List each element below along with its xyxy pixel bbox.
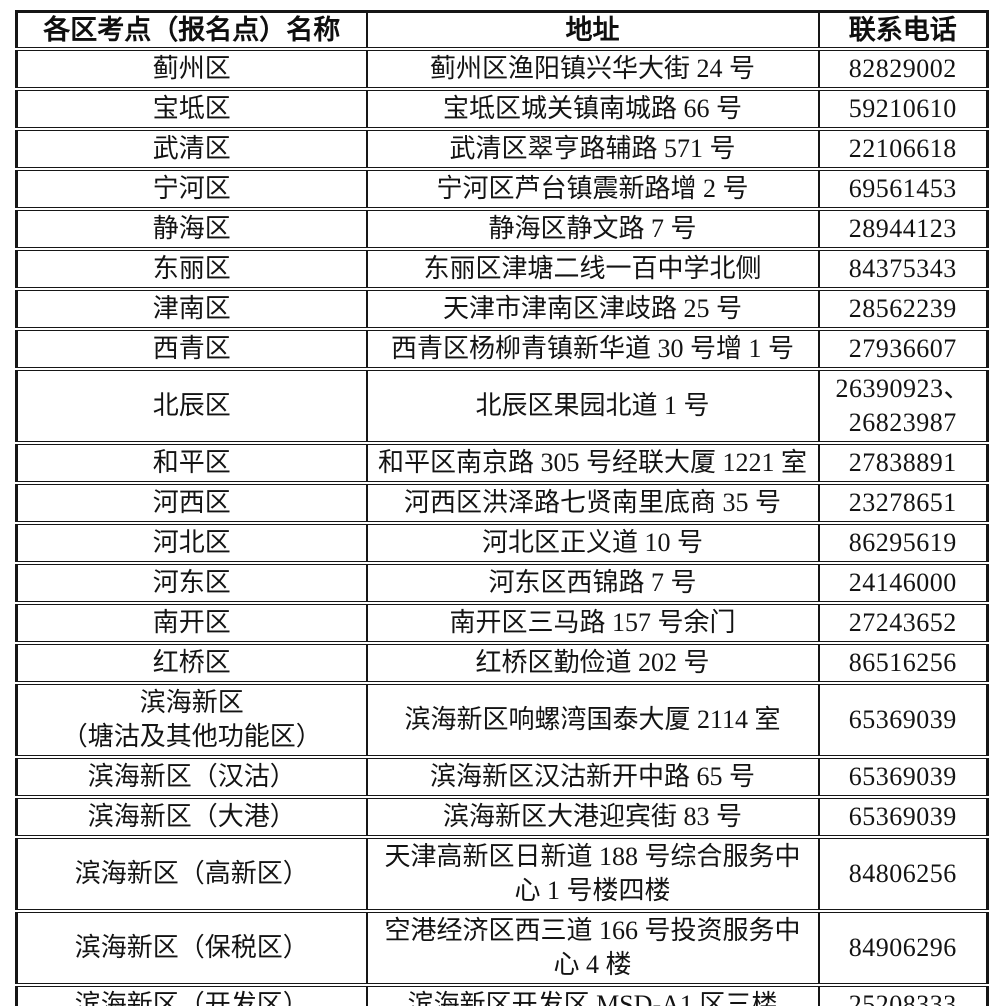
phone-cell: 59210610 (817, 89, 989, 131)
phone-cell: 22106618 (817, 129, 989, 171)
table-row: 南开区 南开区三马路 157 号余门 27243652 (15, 603, 989, 645)
address-cell: 滨海新区大港迎宾街 83 号 (365, 797, 820, 839)
district-cell: 西青区 (15, 329, 368, 371)
table-row: 西青区 西青区杨柳青镇新华道 30 号增 1 号 27936607 (15, 329, 989, 371)
district-cell: 宝坻区 (15, 89, 368, 131)
table-row: 滨海新区（大港） 滨海新区大港迎宾街 83 号 65369039 (15, 797, 989, 839)
table-row: 河西区 河西区洪泽路七贤南里底商 35 号 23278651 (15, 483, 989, 525)
table-row: 河东区 河东区西锦路 7 号 24146000 (15, 563, 989, 605)
address-cell: 河东区西锦路 7 号 (365, 563, 820, 605)
table-row: 津南区 天津市津南区津歧路 25 号 28562239 (15, 289, 989, 331)
district-cell: 滨海新区（开发区） (15, 985, 368, 1006)
header-address: 地址 (365, 11, 820, 51)
table-row: 滨海新区（开发区） 滨海新区开发区 MSD-A1 区三楼 25208333 (15, 985, 989, 1006)
phone-cell: 69561453 (817, 169, 989, 211)
phone-cell: 84806256 (817, 837, 989, 913)
table-row: 东丽区 东丽区津塘二线一百中学北侧 84375343 (15, 249, 989, 291)
district-cell: 宁河区 (15, 169, 368, 211)
address-cell: 和平区南京路 305 号经联大厦 1221 室 (365, 443, 820, 485)
phone-cell: 23278651 (817, 483, 989, 525)
district-cell: 南开区 (15, 603, 368, 645)
scanned-document-page: 各区考点（报名点）名称 地址 联系电话 蓟州区 蓟州区渔阳镇兴华大街 24 号 82… (0, 10, 1000, 1006)
address-cell: 宁河区芦台镇震新路增 2 号 (365, 169, 820, 211)
phone-cell: 27936607 (817, 329, 989, 371)
district-cell: 河北区 (15, 523, 368, 565)
district-cell: 河西区 (15, 483, 368, 525)
address-cell: 空港经济区西三道 166 号投资服务中 心 4 楼 (365, 911, 820, 987)
phone-cell: 26390923、 26823987 (817, 369, 989, 445)
table-row: 河北区 河北区正义道 10 号 86295619 (15, 523, 989, 565)
address-cell: 西青区杨柳青镇新华道 30 号增 1 号 (365, 329, 820, 371)
district-cell: 和平区 (15, 443, 368, 485)
phone-cell: 86516256 (817, 643, 989, 685)
district-cell: 滨海新区 （塘沽及其他功能区） (15, 683, 368, 759)
phone-cell: 65369039 (817, 757, 989, 799)
address-cell: 东丽区津塘二线一百中学北侧 (365, 249, 820, 291)
district-cell: 滨海新区（保税区） (15, 911, 368, 987)
address-cell: 河西区洪泽路七贤南里底商 35 号 (365, 483, 820, 525)
address-cell: 红桥区勤俭道 202 号 (365, 643, 820, 685)
table-row: 武清区 武清区翠亨路辅路 571 号 22106618 (15, 129, 989, 171)
table-row: 蓟州区 蓟州区渔阳镇兴华大街 24 号 82829002 (15, 49, 989, 91)
district-cell: 滨海新区（大港） (15, 797, 368, 839)
table-row: 红桥区 红桥区勤俭道 202 号 86516256 (15, 643, 989, 685)
phone-cell: 27838891 (817, 443, 989, 485)
district-cell: 滨海新区（汉沽） (15, 757, 368, 799)
phone-cell: 82829002 (817, 49, 989, 91)
district-cell: 津南区 (15, 289, 368, 331)
address-cell: 天津市津南区津歧路 25 号 (365, 289, 820, 331)
address-cell: 武清区翠亨路辅路 571 号 (365, 129, 820, 171)
address-cell: 静海区静文路 7 号 (365, 209, 820, 251)
address-cell: 天津高新区日新道 188 号综合服务中 心 1 号楼四楼 (365, 837, 820, 913)
table-row: 宝坻区 宝坻区城关镇南城路 66 号 59210610 (15, 89, 989, 131)
phone-cell: 86295619 (817, 523, 989, 565)
address-cell: 蓟州区渔阳镇兴华大街 24 号 (365, 49, 820, 91)
phone-cell: 25208333 (817, 985, 989, 1006)
address-cell: 河北区正义道 10 号 (365, 523, 820, 565)
phone-cell: 65369039 (817, 683, 989, 759)
phone-cell: 84375343 (817, 249, 989, 291)
table-row: 宁河区 宁河区芦台镇震新路增 2 号 69561453 (15, 169, 989, 211)
district-cell: 静海区 (15, 209, 368, 251)
address-cell: 宝坻区城关镇南城路 66 号 (365, 89, 820, 131)
table-row: 滨海新区（汉沽） 滨海新区汉沽新开中路 65 号 65369039 (15, 757, 989, 799)
phone-cell: 28944123 (817, 209, 989, 251)
district-cell: 北辰区 (15, 369, 368, 445)
header-district-name: 各区考点（报名点）名称 (15, 11, 368, 51)
table-row: 滨海新区（保税区） 空港经济区西三道 166 号投资服务中 心 4 楼 849062… (15, 911, 989, 987)
district-cell: 滨海新区（高新区） (15, 837, 368, 913)
address-cell: 北辰区果园北道 1 号 (365, 369, 820, 445)
district-cell: 武清区 (15, 129, 368, 171)
district-cell: 东丽区 (15, 249, 368, 291)
address-cell: 滨海新区汉沽新开中路 65 号 (365, 757, 820, 799)
table-row: 滨海新区（高新区） 天津高新区日新道 188 号综合服务中 心 1 号楼四楼 848… (15, 837, 989, 913)
district-cell: 蓟州区 (15, 49, 368, 91)
table-header-row: 各区考点（报名点）名称 地址 联系电话 (15, 11, 989, 51)
address-cell: 南开区三马路 157 号余门 (365, 603, 820, 645)
table-row: 北辰区 北辰区果园北道 1 号 26390923、 26823987 (15, 369, 989, 445)
table-body: 蓟州区 蓟州区渔阳镇兴华大街 24 号 82829002 宝坻区 宝坻区城关镇南城路 6… (15, 49, 989, 1006)
phone-cell: 84906296 (817, 911, 989, 987)
phone-cell: 65369039 (817, 797, 989, 839)
table-row: 静海区 静海区静文路 7 号 28944123 (15, 209, 989, 251)
phone-cell: 28562239 (817, 289, 989, 331)
exam-points-table: 各区考点（报名点）名称 地址 联系电话 蓟州区 蓟州区渔阳镇兴华大街 24 号 82… (15, 10, 989, 1006)
district-cell: 红桥区 (15, 643, 368, 685)
header-phone: 联系电话 (817, 11, 989, 51)
table-row: 滨海新区 （塘沽及其他功能区） 滨海新区响螺湾国泰大厦 2114 室 6536903… (15, 683, 989, 759)
district-cell: 河东区 (15, 563, 368, 605)
address-cell: 滨海新区开发区 MSD-A1 区三楼 (365, 985, 820, 1006)
phone-cell: 27243652 (817, 603, 989, 645)
phone-cell: 24146000 (817, 563, 989, 605)
table-row: 和平区 和平区南京路 305 号经联大厦 1221 室 27838891 (15, 443, 989, 485)
address-cell: 滨海新区响螺湾国泰大厦 2114 室 (365, 683, 820, 759)
